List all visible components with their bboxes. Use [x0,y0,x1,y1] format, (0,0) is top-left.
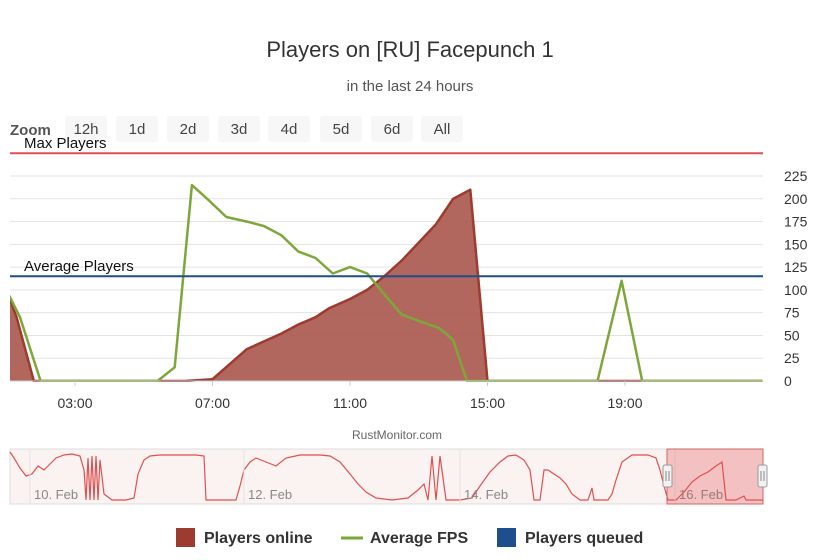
y-tick-label: 50 [784,327,800,343]
legend-label: Average FPS [370,530,468,547]
legend-item-players-online[interactable]: Players online [176,528,313,547]
legend-label: Players online [204,530,313,547]
navigator-selection[interactable] [666,448,764,505]
legend: Players online Average FPS Players queued [176,528,643,547]
x-tick-label: 19:00 [607,395,642,411]
zoom-button-1d[interactable]: 1d [116,116,158,142]
series-layer [10,183,763,382]
y-tick-label: 25 [784,350,800,366]
x-axis-ticks: 03:00 07:00 11:00 15:00 19:00 [57,381,643,411]
navigator-background [9,448,764,505]
zoom-button-label: All [434,121,451,138]
zoom-button-3d[interactable]: 3d [218,116,260,142]
zoom-button-5d[interactable]: 5d [320,116,362,142]
zoom-button-label: 3d [231,121,248,138]
zoom-label: Zoom [10,122,51,139]
plot-lines: Max Players Average Players [10,135,763,278]
zoom-button-label: 12h [73,121,98,138]
x-tick-label: 07:00 [195,395,230,411]
navigator-label: 16. Feb [679,487,723,502]
zoom-buttons: 12h 1d 2d 3d 4d 5d 6d All [65,116,463,142]
zoom-button-label: 1d [129,121,146,138]
legend-item-average-fps[interactable]: Average FPS [341,530,468,547]
zoom-button-2d[interactable]: 2d [167,116,209,142]
zoom-button-label: 5d [333,121,350,138]
navigator-series [9,451,763,501]
zoom-button-12h[interactable]: 12h [65,116,107,142]
x-tick-label: 11:00 [333,395,367,411]
y-tick-label: 100 [784,282,808,298]
navigator-label: 12. Feb [248,487,292,502]
legend-symbol [176,528,195,547]
max-players-label: Max Players [24,135,107,152]
average-players-label: Average Players [24,258,134,275]
zoom-button-label: 2d [180,121,197,138]
navigator-labels: 10. Feb 12. Feb 14. Feb 16. Feb [29,449,723,504]
navigator-handle-left[interactable] [662,464,673,488]
y-tick-label: 200 [784,191,808,207]
navigator-label: 10. Feb [34,487,78,502]
zoom-button-label: 4d [281,121,298,138]
chart-subtitle: in the last 24 hours [347,78,474,95]
legend-symbol [497,528,516,547]
navigator-label: 14. Feb [464,487,508,502]
y-tick-label: 0 [784,373,792,389]
y-axis-ticks: 225 200 175 150 125 100 75 50 25 0 [784,168,808,389]
zoom-button-4d[interactable]: 4d [268,116,310,142]
y-tick-label: 75 [784,305,800,321]
zoom-button-all[interactable]: All [421,116,463,142]
navigator: 10. Feb 12. Feb 14. Feb 16. Feb [9,448,768,505]
navigator-handle-right[interactable] [757,464,768,488]
legend-label: Players queued [525,530,643,547]
y-tick-label: 225 [784,168,808,184]
x-tick-label: 03:00 [57,395,92,411]
y-tick-label: 150 [784,236,808,252]
legend-item-players-queued[interactable]: Players queued [497,528,643,547]
zoom-button-label: 6d [384,121,401,138]
y-tick-label: 175 [784,214,808,230]
y-tick-label: 125 [784,259,808,275]
zoom-button-6d[interactable]: 6d [371,116,413,142]
x-tick-label: 15:00 [470,395,505,411]
credits: RustMonitor.com [352,428,442,442]
chart-title: Players on [RU] Facepunch 1 [266,37,553,62]
players-online-area [10,189,763,381]
